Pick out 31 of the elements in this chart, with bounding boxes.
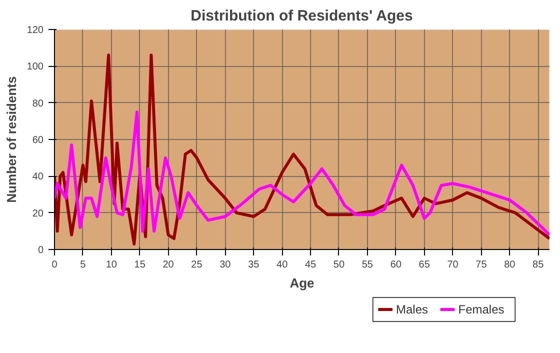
x-tick-label: 30 (220, 260, 232, 270)
x-tick-label: 70 (447, 260, 459, 270)
x-tick-label: 45 (304, 260, 317, 270)
legend-label: Females (458, 302, 504, 316)
x-tick-label: 40 (276, 260, 288, 270)
y-tick-label: 100 (26, 62, 44, 73)
x-tick-label: 55 (362, 260, 374, 270)
x-tick-label: 50 (333, 260, 345, 270)
x-tick-label: 0 (52, 260, 58, 270)
x-axis-title: Age (290, 276, 314, 290)
x-tick-label: 65 (418, 260, 430, 270)
line-series (54, 110, 550, 236)
x-tick-label: 5 (80, 260, 86, 270)
y-tick-label: 60 (32, 135, 44, 146)
x-tick-label: 15 (134, 260, 146, 270)
x-tick-label: 85 (532, 260, 544, 270)
y-tick-label: 80 (32, 98, 44, 110)
y-tick-label: 20 (32, 208, 44, 220)
y-axis-title: Number of residents (4, 76, 19, 203)
x-tick-label: 10 (106, 260, 118, 270)
x-tick-label: 60 (390, 260, 402, 270)
chart-title: Distribution of Residents' Ages (190, 8, 413, 24)
legend-label: Males (396, 302, 428, 316)
y-tick-label: 40 (32, 172, 44, 183)
x-tick-label: 75 (476, 260, 488, 270)
x-tick-label: 80 (504, 260, 516, 270)
y-tick-label: 0 (38, 245, 44, 256)
x-tick-label: 20 (162, 260, 174, 270)
y-tick-label: 120 (26, 25, 44, 36)
x-tick-label: 25 (191, 260, 203, 270)
x-tick-label: 35 (248, 260, 260, 270)
